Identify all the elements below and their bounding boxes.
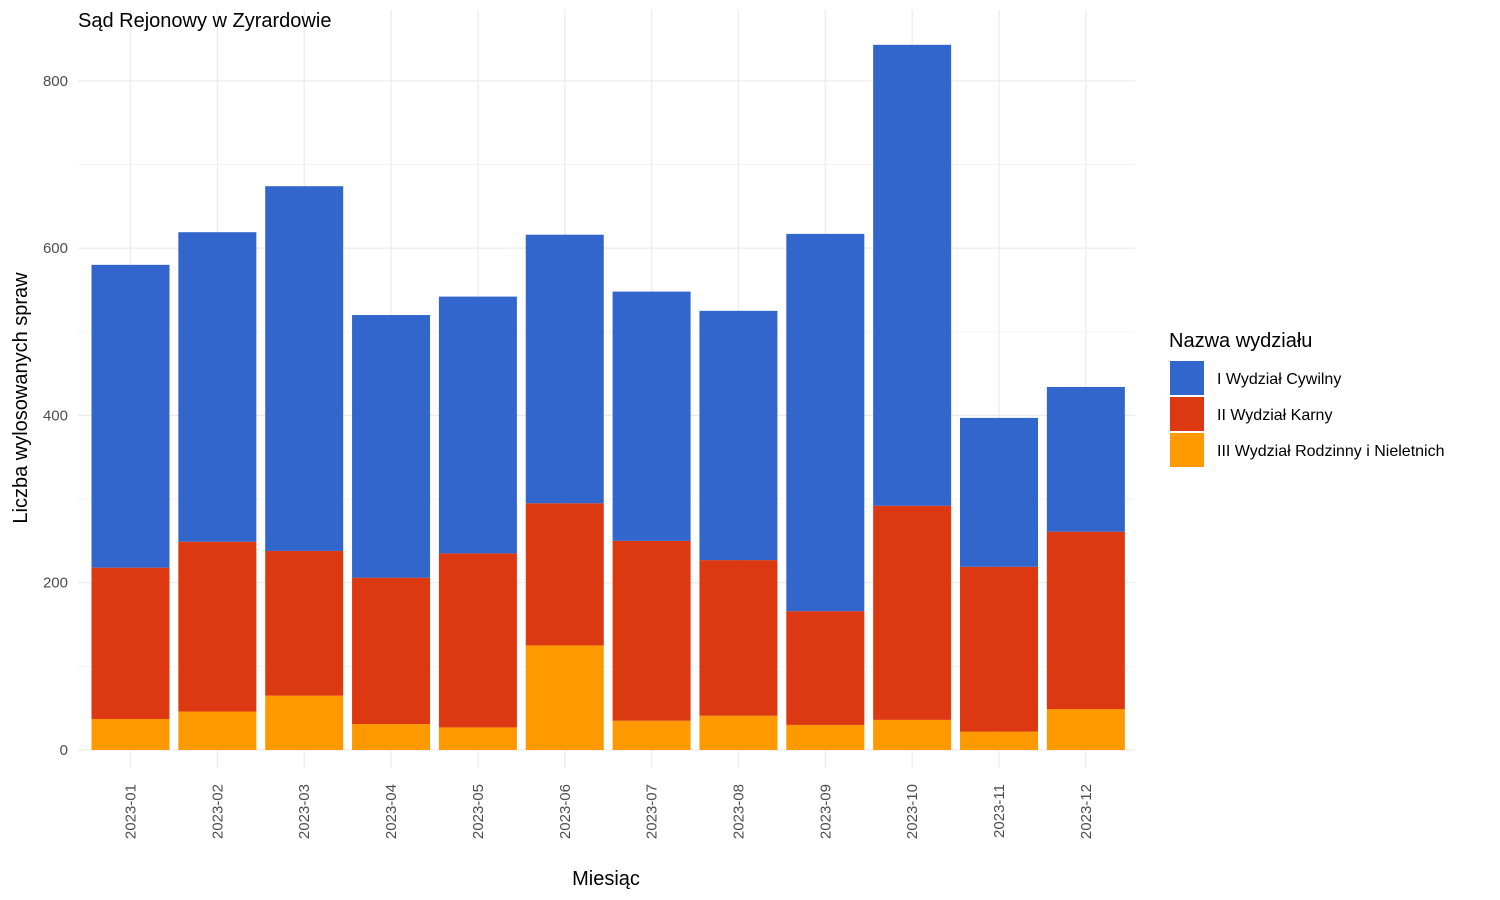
legend-swatch [1170,361,1204,395]
legend-label: I Wydział Cywilny [1217,371,1341,388]
bar-segment [873,719,952,750]
y-tick-label: 400 [43,407,68,424]
bar-segment [438,727,517,750]
legend-label: II Wydział Karny [1217,407,1332,424]
x-tick-label: 2023-09 [817,784,834,839]
bar-segment [91,719,170,750]
bar-segment [438,553,517,728]
bar-segment [873,505,952,720]
x-tick-label: 2023-02 [209,784,226,839]
bar-segment [178,541,257,712]
bar-segment [873,44,952,506]
y-tick-label: 200 [43,575,68,592]
bar-segment [91,567,170,720]
bar-segment [525,503,604,646]
x-tick-label: 2023-04 [383,784,400,839]
x-tick-label: 2023-08 [730,784,747,839]
bar-segment [786,233,865,612]
bar-segment [178,232,257,542]
y-axis-title: Liczba wylosowanych spraw [10,272,32,524]
bar-segment [1046,709,1125,750]
bar-segment [612,291,691,541]
x-tick-label: 2023-12 [1078,784,1095,839]
y-tick-label: 800 [43,73,68,90]
legend-items: I Wydział Cywilny II Wydział Karny III Wyd… [1170,361,1445,467]
bar-segment [786,724,865,750]
bar-segment [612,540,691,721]
x-tick-label: 2023-07 [644,784,661,839]
bar-segment [612,720,691,750]
bar-segment [352,577,431,725]
x-axis-title: Miesiąc [572,868,640,890]
bar-segment [1046,386,1125,532]
legend-label: III Wydział Rodzinny i Nieletnich [1217,443,1445,460]
bar-segment [352,315,431,578]
bar-segment [178,711,257,750]
legend-swatch [1170,433,1204,467]
x-axis-ticks: 2023-01 2023-02 2023-03 2023-04 2023-05 2023-… [123,784,1095,839]
bar-segment [960,731,1038,750]
bar-segment [91,264,170,568]
bar-segment [265,695,344,750]
bar-segment [525,645,604,750]
x-tick-label: 2023-11 [991,784,1008,838]
y-tick-label: 0 [60,742,68,759]
bar-segment [438,296,517,554]
y-tick-label: 600 [43,240,68,257]
legend-swatch [1170,397,1204,431]
x-tick-label: 2023-05 [470,784,487,839]
bar-segment [786,611,865,725]
legend-title: Nazwa wydziału [1169,330,1312,352]
x-tick-label: 2023-01 [123,784,140,839]
bar-segment [699,560,778,716]
bar-segment [265,186,344,551]
chart-title: Sąd Rejonowy w Zyrardowie [78,10,331,32]
bar-segment [699,310,778,561]
x-tick-label: 2023-03 [296,784,313,839]
bar-segment [1046,531,1125,710]
x-tick-label: 2023-10 [904,784,921,839]
bar-segment [960,417,1038,567]
bars [91,44,1125,750]
y-axis-ticks: 0 200 400 600 800 [43,73,68,759]
bar-segment [265,550,344,696]
bar-segment [960,566,1038,732]
bar-segment [699,715,778,750]
legend: Nazwa wydziału I Wydział Cywilny II Wydzi… [1169,330,1445,467]
bar-segment [352,724,431,750]
x-tick-label: 2023-06 [557,784,574,839]
bar-segment [525,234,604,504]
